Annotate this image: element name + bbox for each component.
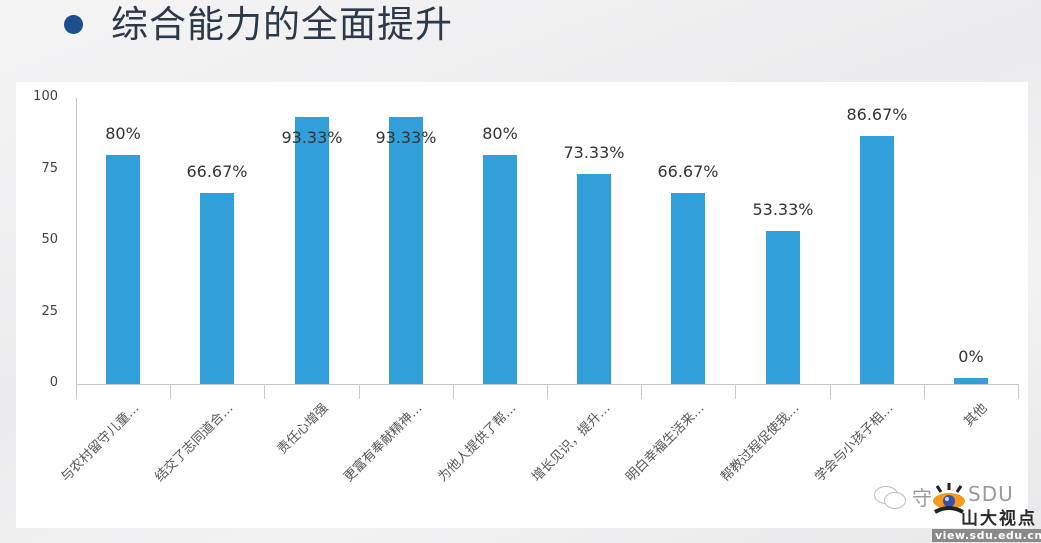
bar [483, 155, 517, 384]
x-tick [641, 384, 642, 399]
bar [106, 155, 140, 384]
slide-title: 综合能力的全面提升 [111, 3, 453, 46]
category-label: 学会与小孩子相… [812, 400, 897, 485]
bar-value-label: 93.33% [375, 128, 437, 147]
wechat-icon-bubble [884, 492, 906, 509]
bar [766, 231, 800, 384]
watermark-url: view.sdu.edu.cn [932, 529, 1041, 542]
category-label: 更富有奉献精神… [341, 400, 426, 485]
x-tick [453, 384, 454, 399]
category-label: 责任心增强 [274, 400, 332, 458]
y-tick-label: 100 [33, 89, 58, 104]
bullet-icon [64, 15, 83, 34]
category-label: 明白幸福生活来… [623, 400, 708, 485]
bar-value-label: 86.67% [846, 105, 908, 124]
category-label: 为他人提供了帮… [435, 400, 520, 485]
watermark: 守 SDU 山大视点 view.sdu.edu.cn [868, 478, 1041, 543]
category-label: 增长见识，提升… [529, 400, 614, 485]
x-tick [547, 384, 548, 399]
bar [954, 378, 988, 384]
y-axis [76, 98, 77, 384]
x-tick [1018, 384, 1019, 399]
bar-chart: 0 25 50 75 100 80% 与农村留守儿童… 66.67% 结交了志同道合… 93.33… [16, 82, 1028, 528]
x-tick [76, 384, 77, 399]
bar [389, 117, 423, 384]
y-tick-label: 0 [49, 375, 58, 390]
category-label: 其他 [961, 400, 991, 430]
x-tick [830, 384, 831, 399]
bar-value-label: 73.33% [563, 143, 625, 162]
bar-value-label: 53.33% [752, 200, 814, 219]
bar-value-label: 66.67% [657, 162, 719, 181]
watermark-brand: SDU [968, 482, 1014, 506]
category-label: 结交了志同道合… [152, 400, 237, 485]
slide-header: 综合能力的全面提升 [0, 0, 1041, 82]
bar-value-label: 80% [105, 124, 141, 143]
x-tick [735, 384, 736, 399]
bar-value-label: 80% [482, 124, 518, 143]
y-tick-label: 50 [41, 232, 58, 247]
plot-area: 0 25 50 75 100 80% 与农村留守儿童… 66.67% 结交了志同道合… 93.33… [16, 82, 1028, 528]
x-tick [359, 384, 360, 399]
bar-value-label: 0% [958, 347, 984, 366]
bar [577, 174, 611, 384]
y-tick-label: 25 [41, 303, 58, 319]
y-tick-label: 75 [41, 160, 58, 176]
x-tick [170, 384, 171, 399]
bar [860, 136, 894, 384]
x-tick [264, 384, 265, 399]
bar [200, 193, 234, 384]
watermark-name: 山大视点 [961, 509, 1037, 529]
eye-logo-icon [933, 483, 965, 514]
bar-value-label: 66.67% [186, 162, 248, 181]
bar [671, 193, 705, 384]
x-tick [924, 384, 925, 399]
category-label: 帮教过程促使我… [718, 400, 803, 485]
watermark-prefix: 守 [912, 486, 932, 510]
bar [295, 117, 329, 384]
bar-value-label: 93.33% [281, 128, 343, 147]
category-label: 与农村留守儿童… [58, 400, 143, 485]
